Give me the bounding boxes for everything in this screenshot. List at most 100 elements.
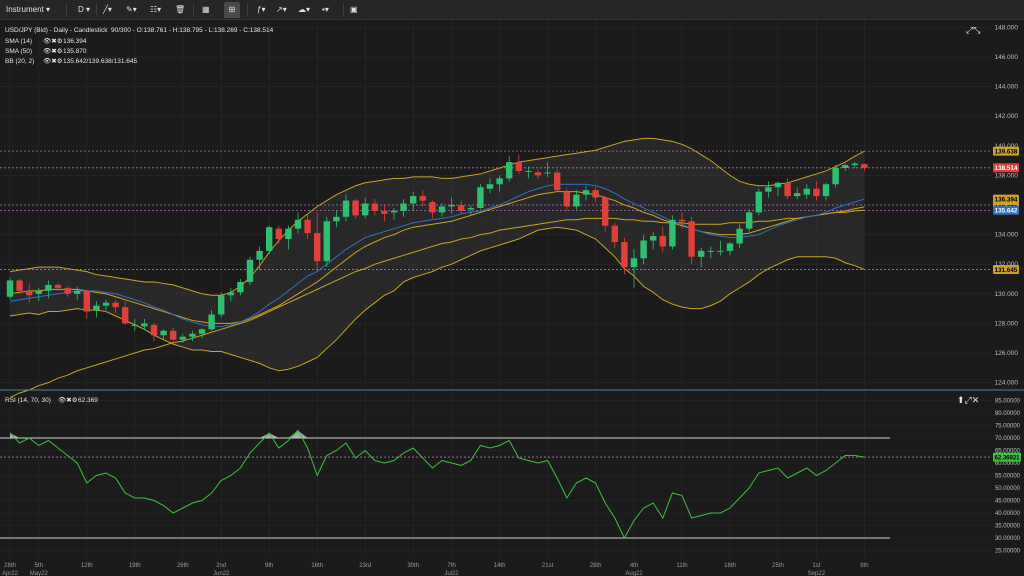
time-tick-label: 12th xyxy=(81,563,93,569)
candle-body xyxy=(266,227,273,251)
measure-icon[interactable]: ✎▾ xyxy=(126,5,137,14)
maximize-icon[interactable]: ⤢⤡ xyxy=(965,25,980,35)
draw-line-icon[interactable]: ╱▾ xyxy=(103,5,112,14)
candle-body xyxy=(323,221,330,262)
grid-icon[interactable]: ⊞ xyxy=(224,2,240,18)
rsi-tick-label: 65.00000 xyxy=(995,449,1021,455)
candle-body xyxy=(342,200,350,217)
language-flag-icon[interactable]: ▪▾ xyxy=(322,5,329,14)
legend-sma50-value: 135.870 xyxy=(63,48,87,55)
toolbar-divider xyxy=(193,3,194,17)
time-tick-month: Sep22 xyxy=(808,571,826,576)
legend-sma14-value: 136.394 xyxy=(63,38,87,45)
candle-body xyxy=(813,188,820,197)
rsi-overbought-area xyxy=(259,433,270,438)
candle-body xyxy=(746,212,753,229)
price-tick-label: 130.000 xyxy=(995,291,1019,298)
candle-body xyxy=(314,233,321,262)
price-tick-label: 140.000 xyxy=(995,143,1019,150)
rsi-value-tag-label: 62.36921 xyxy=(994,455,1020,461)
price-tag-label: 135.642 xyxy=(995,208,1018,215)
rsi-overbought-area xyxy=(10,433,20,438)
price-tick-label: 134.000 xyxy=(995,232,1019,239)
price-reference-lines xyxy=(0,150,992,270)
time-axis: 28th Apr22 5th May22 12th 19th 26th 2nd Jun22 9th… xyxy=(2,563,869,576)
toolbar: Instrument ▾ D ▾ ╱▾ ✎▾ ☷▾ 🗑︎ ▦ ⊞ ƒ▾ ↗▾ ☁… xyxy=(0,0,1024,20)
candle-body xyxy=(381,210,388,214)
candlestick-series xyxy=(6,154,868,345)
time-tick-label: 21st xyxy=(542,563,554,569)
candle-body xyxy=(784,182,791,197)
time-tick-month: Apr22 xyxy=(2,571,19,576)
candle-body xyxy=(218,295,225,315)
candle-body xyxy=(755,191,762,213)
candle-body xyxy=(669,219,676,247)
candle-body xyxy=(54,284,62,288)
instrument-label: Instrument xyxy=(6,5,44,14)
candle-body xyxy=(851,163,858,166)
delete-icon[interactable]: 🗑︎ xyxy=(175,5,186,14)
instrument-selector[interactable]: Instrument ▾ xyxy=(6,5,51,14)
candle-body xyxy=(582,190,590,195)
rsi-value: 62.369 xyxy=(78,397,98,404)
candle-body xyxy=(573,194,580,207)
indicator-icon[interactable]: ƒ▾ xyxy=(257,5,266,14)
legend-instrument: USD/JPY (Bid) - Daily - Candlestick xyxy=(5,27,108,34)
time-tick-label: 1st xyxy=(812,563,820,569)
price-axis: 124.000 126.000 128.000 130.000 132.000 134.0… xyxy=(995,24,1019,386)
candle-body xyxy=(794,193,801,197)
bb-upper-line xyxy=(9,137,865,296)
legend-sma14-icons[interactable]: 👁︎✖⚙ xyxy=(43,37,63,45)
rsi-tick-label: 75.00000 xyxy=(995,424,1021,430)
time-tick-label: 4th xyxy=(630,563,638,569)
candle-body xyxy=(16,280,23,291)
candle-body xyxy=(832,168,839,185)
template-icon[interactable]: ↗▾ xyxy=(276,5,287,14)
candle-body xyxy=(842,165,849,168)
rsi-value-tag xyxy=(993,452,1021,462)
price-tick-label: 144.000 xyxy=(995,84,1019,91)
price-tag xyxy=(993,205,1019,215)
chart-area[interactable]: 124.000 126.000 128.000 130.000 132.000 134.0… xyxy=(0,20,1024,576)
time-tick-label: 19th xyxy=(129,563,141,569)
candle-body xyxy=(717,250,724,252)
candle-body xyxy=(602,197,609,226)
price-tick-label: 146.000 xyxy=(995,54,1019,61)
time-tick-label: 8th xyxy=(860,563,868,569)
rsi-series-line xyxy=(9,429,865,540)
settings-icon[interactable]: ☁▾ xyxy=(298,5,311,14)
candle-body xyxy=(400,203,407,211)
time-tick-month: May22 xyxy=(30,571,49,576)
rsi-line xyxy=(9,429,865,540)
time-tick-label: 7th xyxy=(447,563,455,569)
fib-icon[interactable]: ☷▾ xyxy=(150,5,162,14)
time-tick-label: 28th xyxy=(590,563,602,569)
price-tick-label: 128.000 xyxy=(995,320,1019,327)
candle-body xyxy=(390,210,398,213)
period-selector[interactable]: D ▾ xyxy=(78,5,91,14)
legend-sma50-icons[interactable]: 👁︎✖⚙ xyxy=(43,47,63,55)
rsi-tick-label: 55.00000 xyxy=(995,474,1021,480)
price-tick-label: 124.000 xyxy=(995,380,1019,387)
legend-instrument-values: 90/300 - O:138.761 - H:138.795 - L:138.2… xyxy=(111,27,274,34)
rsi-pane-controls-icon[interactable]: ⬆⤢✕ xyxy=(957,395,979,405)
rsi-tick-label: 30.00000 xyxy=(995,536,1021,542)
price-tag-label: 131.645 xyxy=(995,267,1018,274)
legend-bb-icons[interactable]: 👁︎✖⚙ xyxy=(43,57,63,65)
time-tick-month: Aug22 xyxy=(625,571,643,576)
bb-middle-line xyxy=(9,191,865,324)
camera-icon[interactable]: ▣ xyxy=(350,5,358,14)
rsi-tick-label: 25.00000 xyxy=(995,549,1021,555)
rsi-legend-icons[interactable]: 👁︎✖⚙ xyxy=(58,396,78,404)
time-tick-label: 30th xyxy=(407,563,419,569)
candle-body xyxy=(736,228,743,244)
time-tick-label: 11th xyxy=(676,563,687,569)
candle-body xyxy=(448,205,455,207)
candle-body xyxy=(534,172,542,176)
candle-body xyxy=(227,292,234,296)
layout-icon[interactable]: ▦ xyxy=(202,5,210,14)
candle-body xyxy=(112,302,119,308)
candle-body xyxy=(477,187,484,208)
rsi-tick-label: 45.00000 xyxy=(995,499,1021,505)
sma14-line xyxy=(9,183,865,327)
